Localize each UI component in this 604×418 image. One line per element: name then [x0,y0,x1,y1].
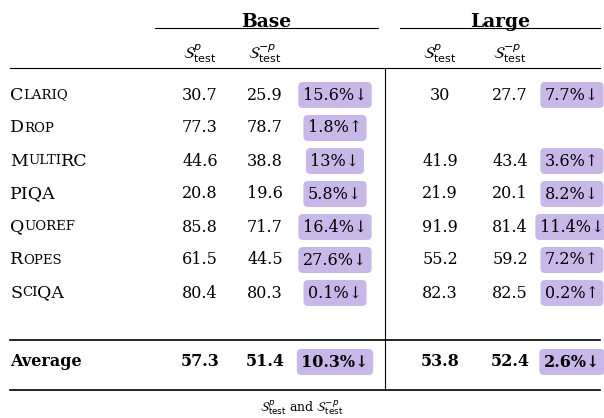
Text: CI: CI [22,286,37,300]
Text: 30.7: 30.7 [182,87,218,104]
Text: $\mathcal{S}^{-p}_{\mathrm{test}}$: $\mathcal{S}^{-p}_{\mathrm{test}}$ [493,43,527,65]
Text: 78.7: 78.7 [247,120,283,137]
Text: 41.9: 41.9 [422,153,458,170]
Text: 5.8%↓: 5.8%↓ [308,186,362,202]
Text: 20.8: 20.8 [182,186,218,202]
Text: 13%↓: 13%↓ [310,153,359,170]
Text: 7.2%↑: 7.2%↑ [545,252,599,268]
Text: Large: Large [470,13,530,31]
Text: OPES: OPES [23,253,62,267]
Text: 82.3: 82.3 [422,285,458,301]
Text: D: D [10,120,24,137]
Text: Base: Base [241,13,291,31]
Text: 85.8: 85.8 [182,219,218,235]
Text: 91.9: 91.9 [422,219,458,235]
Text: 71.7: 71.7 [247,219,283,235]
Text: 8.2%↓: 8.2%↓ [545,186,599,202]
Text: Average: Average [10,354,82,370]
Text: 1.8%↑: 1.8%↑ [308,120,362,137]
Text: 27.7: 27.7 [492,87,528,104]
Text: 30: 30 [430,87,450,104]
Text: 0.2%↑: 0.2%↑ [545,285,599,301]
Text: M: M [10,153,28,170]
Text: 61.5: 61.5 [182,252,218,268]
Text: 15.6%↓: 15.6%↓ [303,87,367,104]
Text: 27.6%↓: 27.6%↓ [303,252,367,268]
Text: 19.6: 19.6 [247,186,283,202]
Text: 0.1%↓: 0.1%↓ [308,285,362,301]
Text: RC: RC [61,153,88,170]
Text: $\mathcal{S}^{p}_{\mathrm{test}}$: $\mathcal{S}^{p}_{\mathrm{test}}$ [423,43,457,65]
Text: 57.3: 57.3 [181,354,219,370]
Text: 52.4: 52.4 [490,354,530,370]
Text: R: R [10,252,23,268]
Text: 80.4: 80.4 [182,285,218,301]
Text: 59.2: 59.2 [492,252,528,268]
Text: 25.9: 25.9 [247,87,283,104]
Text: 2.6%↓: 2.6%↓ [544,354,600,370]
Text: 77.3: 77.3 [182,120,218,137]
Text: Q: Q [10,219,24,235]
Text: 3.6%↑: 3.6%↑ [545,153,599,170]
Text: 11.4%↓: 11.4%↓ [540,219,604,235]
Text: 16.4%↓: 16.4%↓ [303,219,367,235]
Text: QA: QA [37,285,65,301]
Text: 81.4: 81.4 [492,219,528,235]
Text: 82.5: 82.5 [492,285,528,301]
Text: 43.4: 43.4 [492,153,528,170]
Text: C: C [10,87,24,104]
Text: 44.5: 44.5 [247,252,283,268]
Text: ULTI: ULTI [28,155,61,168]
Text: 7.7%↓: 7.7%↓ [545,87,599,104]
Text: $\mathcal{S}^{p}_{\mathrm{test}}$: $\mathcal{S}^{p}_{\mathrm{test}}$ [183,43,217,65]
Text: UOREF: UOREF [24,221,76,234]
Text: PIQA: PIQA [10,186,56,202]
Text: 53.8: 53.8 [420,354,460,370]
Text: 20.1: 20.1 [492,186,528,202]
Text: S: S [10,285,22,301]
Text: 80.3: 80.3 [247,285,283,301]
Text: 44.6: 44.6 [182,153,218,170]
Text: 10.3%↓: 10.3%↓ [301,354,368,370]
Text: 55.2: 55.2 [422,252,458,268]
Text: LARIQ: LARIQ [24,89,68,102]
Text: 51.4: 51.4 [245,354,284,370]
Text: 21.9: 21.9 [422,186,458,202]
Text: ROP: ROP [24,122,54,135]
Text: $\mathcal{S}^{-p}_{\mathrm{test}}$: $\mathcal{S}^{-p}_{\mathrm{test}}$ [248,43,281,65]
Text: 38.8: 38.8 [247,153,283,170]
Text: $\mathcal{S}^{p}_{\mathrm{test}}$ and $\mathcal{S}^{-p}_{\mathrm{test}}$: $\mathcal{S}^{p}_{\mathrm{test}}$ and $\… [260,398,344,418]
